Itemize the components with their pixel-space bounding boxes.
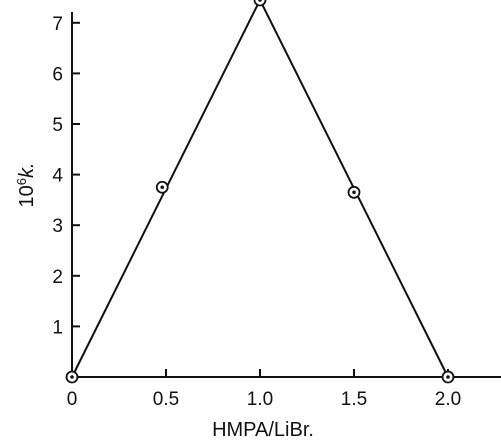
y-tick-label: 5 — [52, 115, 63, 136]
axes — [71, 12, 501, 378]
x-tick-label: 1.0 — [247, 389, 273, 410]
data-point — [253, 0, 267, 7]
y-tick-label: 2 — [52, 267, 63, 288]
data-point — [65, 370, 79, 384]
data-point-dot — [70, 375, 74, 379]
data-point — [347, 185, 361, 199]
data-point — [441, 370, 455, 384]
data-point-ring — [253, 0, 267, 7]
data-point-dot — [352, 190, 356, 195]
x-axis-title: HMPA/LiBr. — [212, 419, 314, 441]
ticks — [72, 21, 449, 377]
y-tick-label: 6 — [52, 64, 63, 85]
data-point-dot — [160, 185, 165, 190]
y-tick-label: 1 — [52, 317, 63, 338]
data-point-dot — [258, 0, 262, 2]
data-point-dot — [446, 375, 450, 379]
y-axis-title-base: 10 — [16, 185, 38, 207]
x-tick-label: 0.5 — [153, 389, 179, 410]
y-tick-label: 7 — [52, 14, 63, 35]
y-axis-title: 106k. — [14, 162, 39, 207]
data-points — [65, 0, 455, 384]
series-line — [71, 0, 449, 378]
tick-labels: 0 0.5 1.0 1.5 2.0 1 2 3 4 5 6 7 — [52, 14, 461, 410]
y-tick-label: 3 — [52, 216, 63, 237]
y-axis-title-rest: k. — [16, 162, 38, 178]
y-tick-label: 4 — [52, 166, 63, 187]
x-tick-label: 2.0 — [435, 389, 461, 410]
y-axis-title-exponent: 6 — [14, 178, 29, 185]
x-tick-label: 1.5 — [341, 389, 367, 410]
data-point — [155, 180, 169, 194]
x-tick-label: 0 — [67, 389, 78, 410]
